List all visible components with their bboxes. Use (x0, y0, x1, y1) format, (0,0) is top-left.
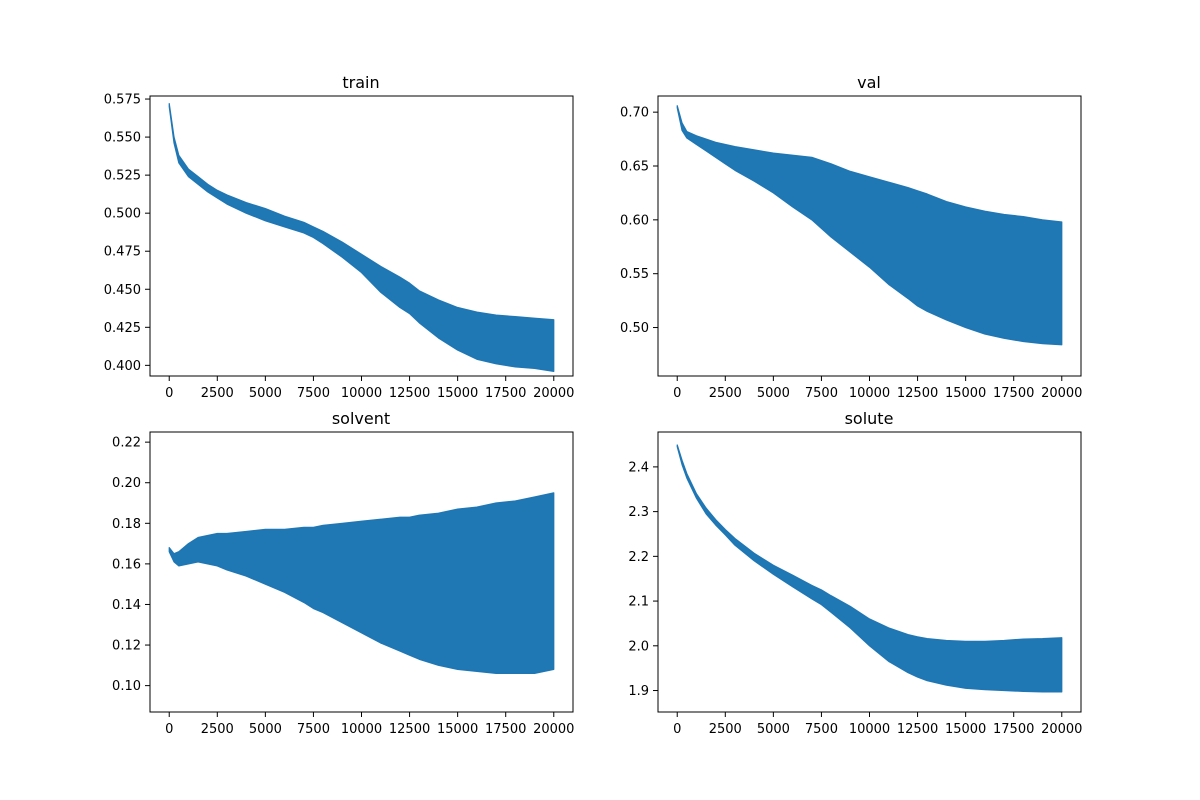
y-tick-label: 0.55 (620, 267, 649, 282)
subplot-train: train 0 2500 5000 7500 10000 12500 15000 17500 2… (104, 73, 575, 401)
x-tick-label: 20000 (533, 386, 574, 401)
x-tick-label: 10000 (341, 722, 382, 737)
y-tick-label: 0.22 (112, 436, 141, 451)
y-tick-label: 0.10 (112, 679, 141, 694)
x-tick-label: 7500 (805, 386, 838, 401)
y-tick-label: 2.4 (628, 460, 649, 475)
series-line (168, 492, 555, 675)
y-tick-label: 0.450 (104, 283, 141, 298)
y-tick-label: 0.550 (104, 131, 141, 146)
x-tick-label: 0 (165, 722, 173, 737)
y-tick-label: 2.1 (628, 595, 649, 610)
x-tick-label: 10000 (849, 386, 890, 401)
x-tick-label: 15000 (945, 722, 986, 737)
x-tick-label: 0 (165, 386, 173, 401)
y-tick-label: 0.400 (104, 359, 141, 374)
x-tick-label: 20000 (1041, 722, 1082, 737)
x-tick-label: 0 (673, 722, 681, 737)
x-tick-label: 17500 (485, 386, 526, 401)
x-tick-label: 7500 (297, 386, 330, 401)
x-tick-label: 0 (673, 386, 681, 401)
x-tick-label: 7500 (805, 722, 838, 737)
x-tick-label: 2500 (709, 722, 742, 737)
y-tick-label: 0.16 (112, 557, 141, 572)
y-tick-label: 0.475 (104, 245, 141, 260)
x-tick-label: 15000 (945, 386, 986, 401)
x-tick-label: 20000 (533, 722, 574, 737)
subplot-solvent: solvent 0 2500 5000 7500 10000 12500 15000 1750… (112, 409, 574, 737)
y-tick-label: 0.60 (620, 213, 649, 228)
x-tick-label: 2500 (201, 386, 234, 401)
y-tick-label: 0.12 (112, 639, 141, 654)
subplot-val: val 0 2500 5000 7500 10000 12500 15000 17500 200… (620, 73, 1082, 401)
x-tick-label: 2500 (709, 386, 742, 401)
x-tick-label: 15000 (437, 386, 478, 401)
y-tick-label: 0.575 (104, 93, 141, 108)
x-tick-label: 12500 (389, 722, 430, 737)
y-tick-label: 2.3 (628, 505, 649, 520)
y-tick-label: 2.2 (628, 550, 649, 565)
x-tick-label: 10000 (341, 386, 382, 401)
y-tick-label: 0.425 (104, 321, 141, 336)
subplot-title: solute (845, 409, 894, 428)
x-tick-label: 12500 (389, 386, 430, 401)
y-tick-label: 0.500 (104, 207, 141, 222)
y-tick-label: 0.14 (112, 598, 141, 613)
y-tick-label: 1.9 (628, 684, 649, 699)
x-tick-label: 17500 (993, 386, 1034, 401)
subplot-title: solvent (332, 409, 390, 428)
x-tick-label: 5000 (249, 722, 282, 737)
subplot-title: val (857, 73, 881, 92)
y-tick-label: 0.525 (104, 169, 141, 184)
y-tick-label: 0.50 (620, 321, 649, 336)
x-tick-label: 10000 (849, 722, 890, 737)
x-tick-label: 17500 (993, 722, 1034, 737)
x-tick-label: 12500 (897, 386, 938, 401)
x-tick-label: 7500 (297, 722, 330, 737)
subplot-title: train (342, 73, 379, 92)
series-line (168, 103, 555, 373)
x-tick-label: 5000 (757, 722, 790, 737)
y-tick-label: 0.20 (112, 476, 141, 491)
subplot-solute: solute 0 2500 5000 7500 10000 12500 15000 17500… (628, 409, 1082, 737)
x-tick-label: 20000 (1041, 386, 1082, 401)
x-tick-label: 15000 (437, 722, 478, 737)
series-line (676, 105, 1063, 346)
x-tick-label: 5000 (249, 386, 282, 401)
y-tick-label: 0.70 (620, 106, 649, 121)
x-tick-label: 5000 (757, 386, 790, 401)
x-tick-label: 17500 (485, 722, 526, 737)
y-tick-label: 0.65 (620, 160, 649, 175)
x-tick-label: 2500 (201, 722, 234, 737)
x-tick-label: 12500 (897, 722, 938, 737)
series-line (676, 444, 1063, 693)
y-tick-label: 2.0 (628, 639, 649, 654)
y-tick-label: 0.18 (112, 517, 141, 532)
